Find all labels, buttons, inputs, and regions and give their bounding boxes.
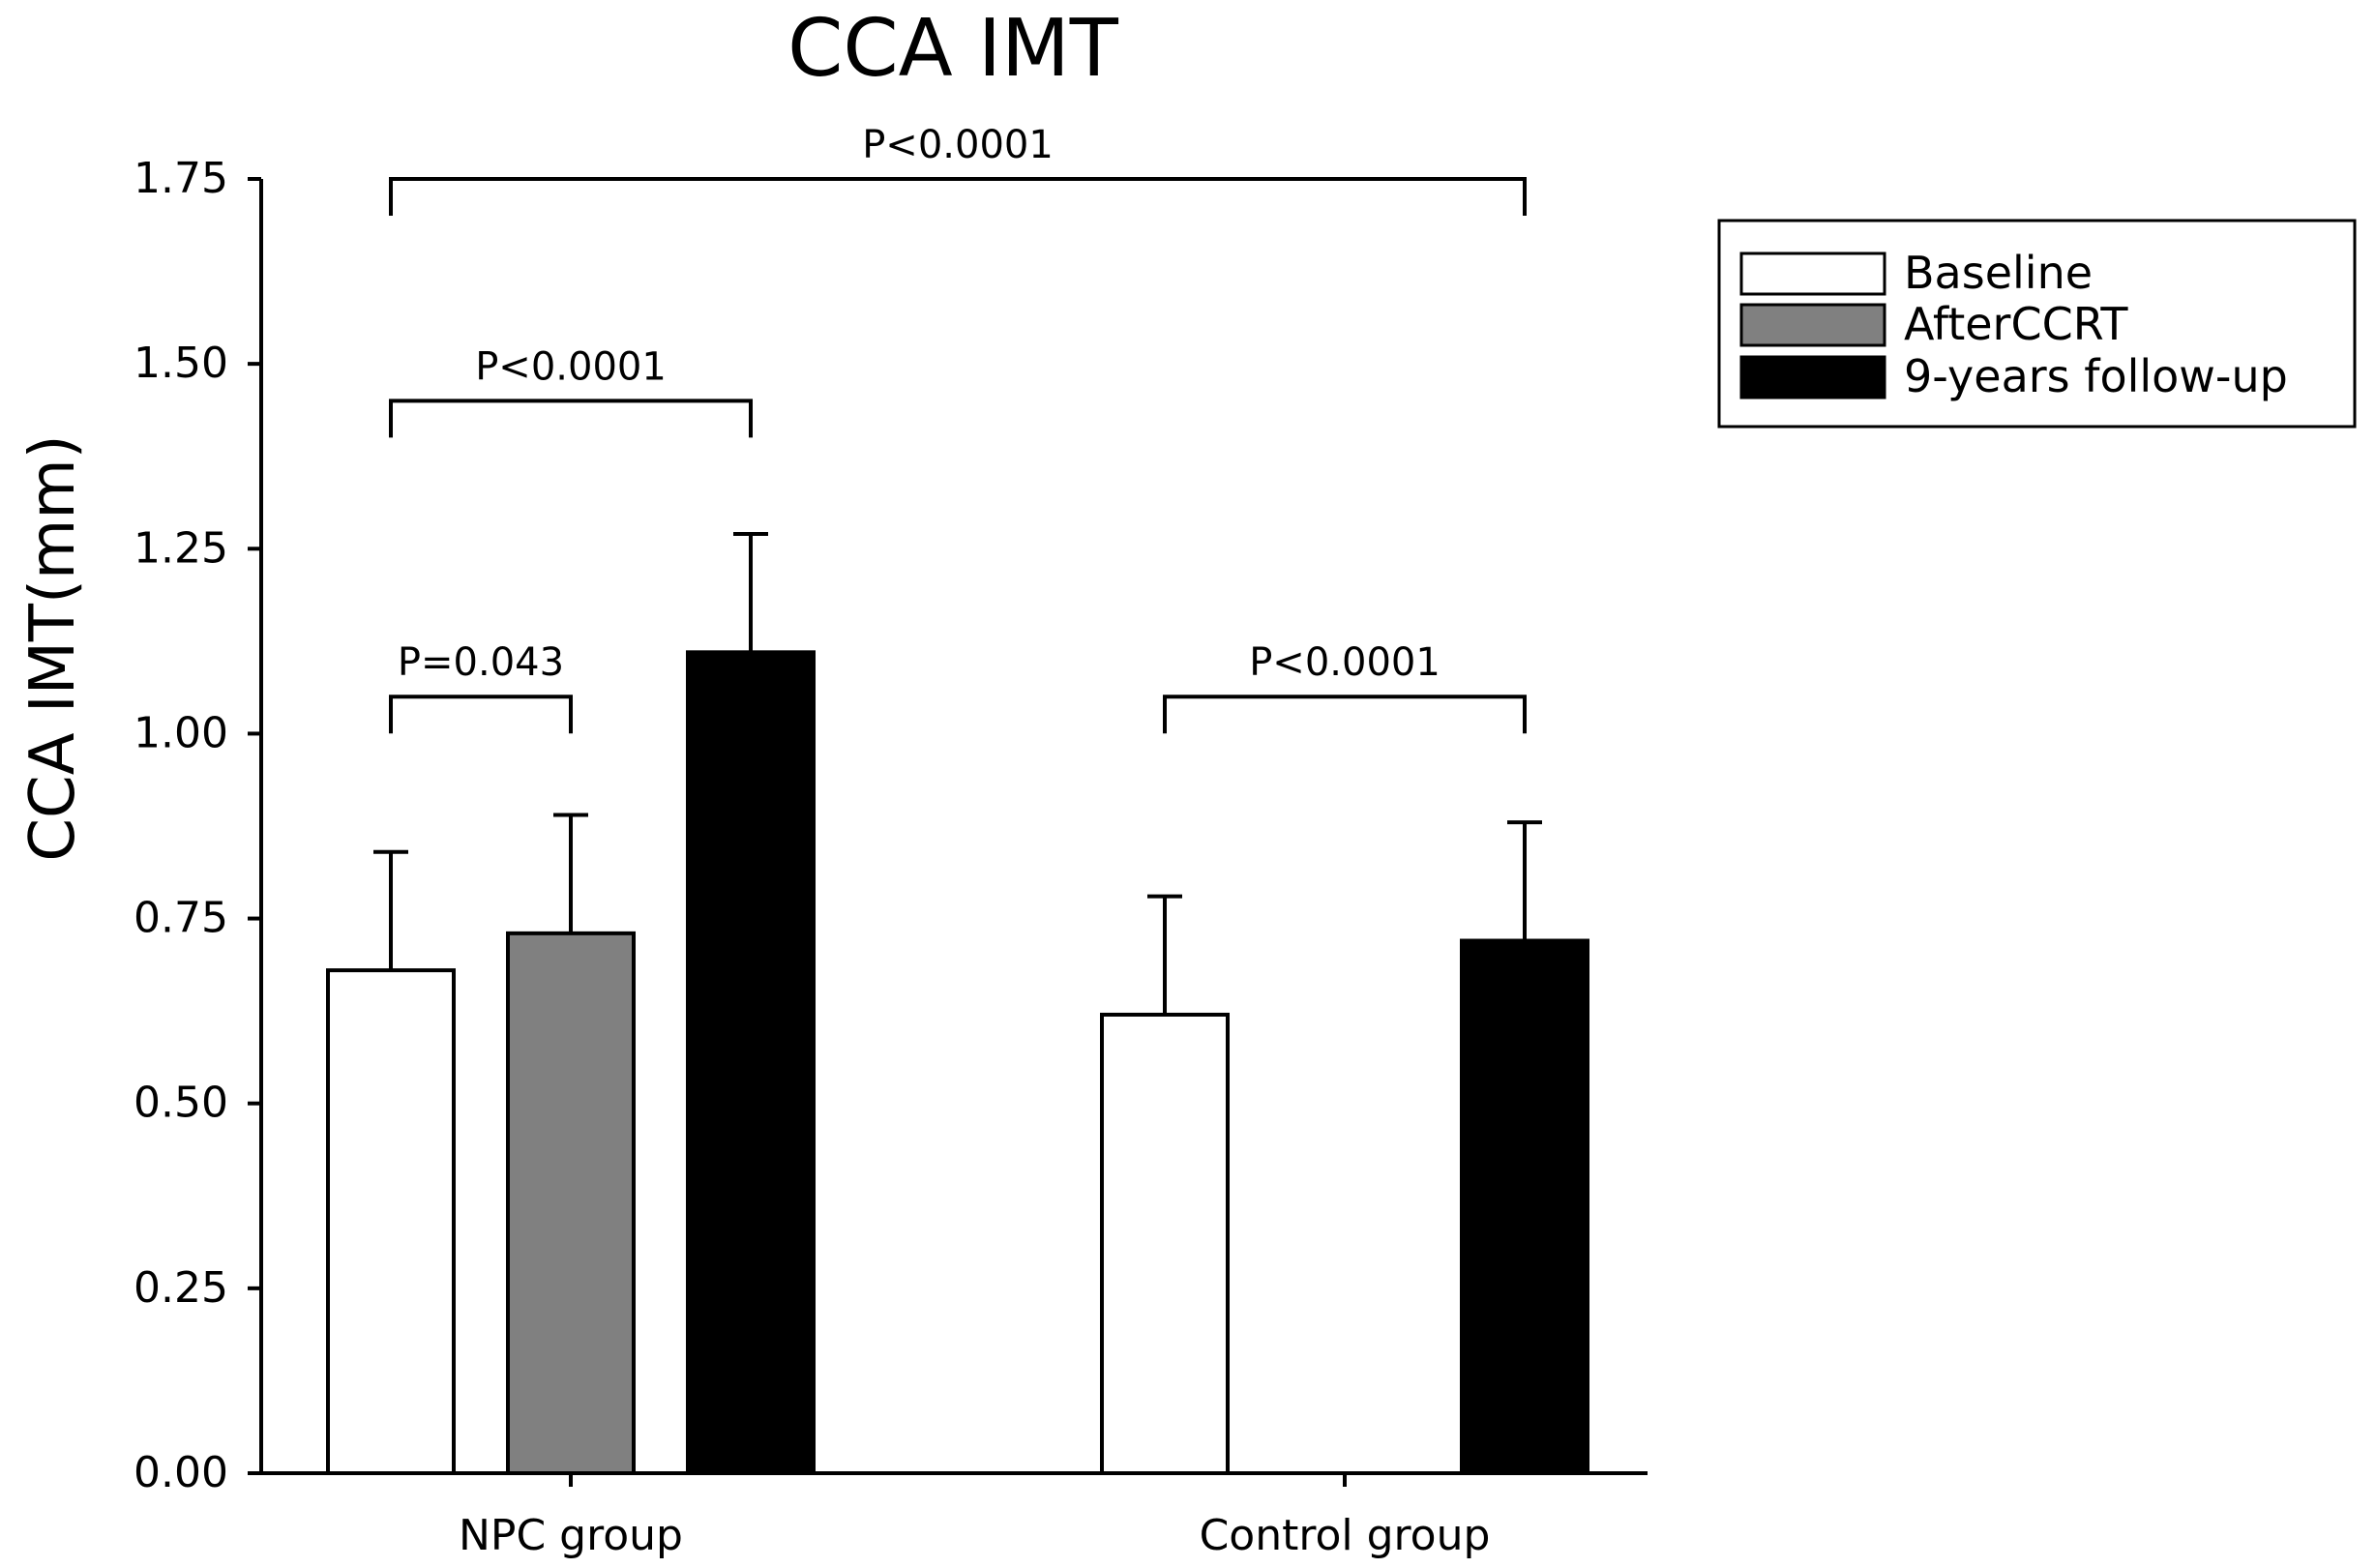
bar xyxy=(686,650,816,1475)
x-tick-label: NPC group xyxy=(459,1511,683,1560)
legend-label: Baseline xyxy=(1904,247,2093,299)
significance-label: P=0.043 xyxy=(398,640,564,685)
y-tick-label: 1.00 xyxy=(134,708,228,757)
x-tick-label: Control group xyxy=(1200,1511,1491,1560)
significance-label: P<0.0001 xyxy=(475,344,667,389)
bar xyxy=(1100,1012,1230,1475)
significance-bracket xyxy=(389,399,753,438)
significance-bracket xyxy=(389,695,573,734)
chart-title: CCA IMT xyxy=(787,3,1119,95)
y-tick-label: 0.50 xyxy=(134,1079,228,1128)
y-tick-label: 1.25 xyxy=(134,523,228,573)
legend-label: 9-years follow-up xyxy=(1904,350,2288,402)
y-tick-label: 0.00 xyxy=(134,1448,228,1497)
legend-label: AfterCCRT xyxy=(1904,298,2128,350)
significance-label: P<0.0001 xyxy=(862,123,1054,167)
significance-label: P<0.0001 xyxy=(1249,640,1440,685)
y-tick-label: 1.75 xyxy=(134,154,228,203)
bar xyxy=(506,931,636,1475)
significance-bracket xyxy=(389,177,1527,216)
legend-swatch xyxy=(1739,251,1886,296)
y-tick-label: 0.75 xyxy=(134,894,228,943)
bar xyxy=(1460,938,1589,1475)
significance-bracket xyxy=(1163,695,1527,734)
legend-swatch xyxy=(1739,355,1886,399)
legend-swatch xyxy=(1739,303,1886,347)
y-tick-label: 1.50 xyxy=(134,339,228,388)
y-axis-label: CCA IMT(mm) xyxy=(17,434,89,861)
y-tick-label: 0.25 xyxy=(134,1263,228,1313)
bar xyxy=(326,968,456,1475)
